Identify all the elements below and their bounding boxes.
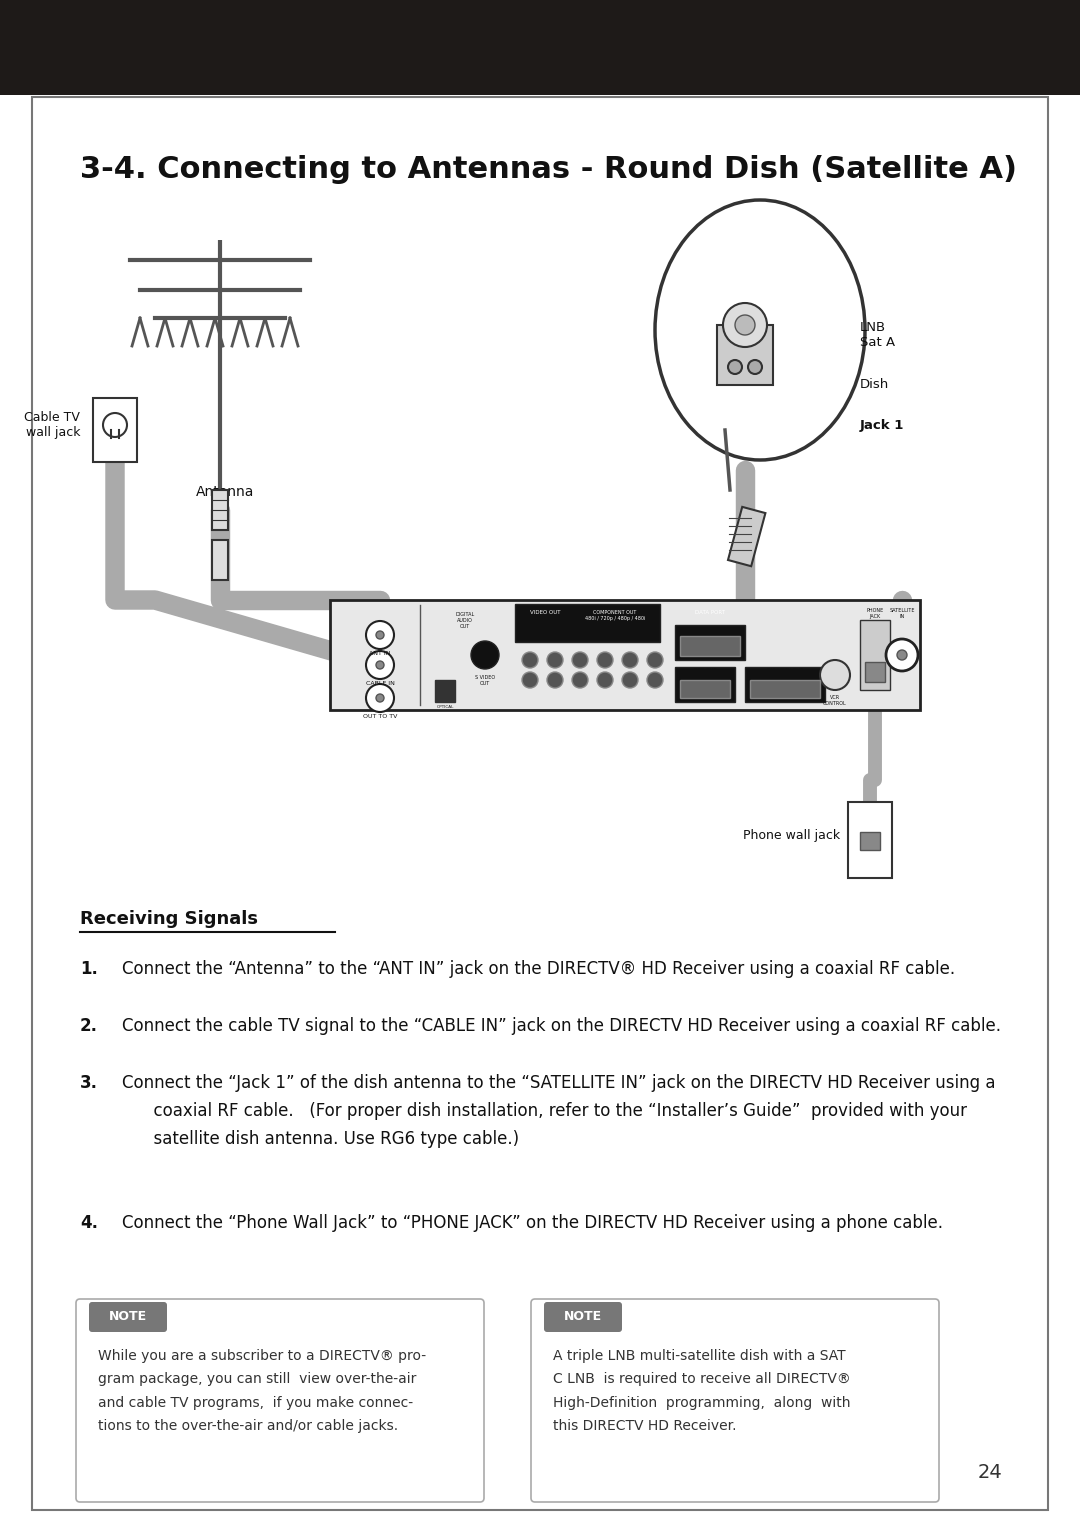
Text: S VIDEO
OUT: S VIDEO OUT [475,675,495,686]
Ellipse shape [654,200,865,460]
Text: Connect the cable TV signal to the “CABLE IN” jack on the DIRECTV HD Receiver us: Connect the cable TV signal to the “CABL… [122,1018,1001,1034]
Text: VIDEO OUT: VIDEO OUT [530,610,561,614]
Text: 4.: 4. [80,1215,98,1232]
Text: DVI-HDTV OUT: DVI-HDTV OUT [767,668,802,672]
Circle shape [723,303,767,347]
Circle shape [572,672,588,688]
Circle shape [572,652,588,668]
Circle shape [103,413,127,437]
Bar [212,490,228,530]
Text: 3-4. Connecting to Antennas - Round Dish (Satellite A): 3-4. Connecting to Antennas - Round Dish… [80,154,1017,183]
Bar [745,668,825,701]
Bar [330,601,920,711]
Text: LNB
Sat A: LNB Sat A [860,321,895,348]
Circle shape [546,672,563,688]
Text: PHONE
JACK: PHONE JACK [866,608,883,619]
FancyBboxPatch shape [89,1302,167,1332]
Text: DATA PORT: DATA PORT [696,610,725,614]
Bar [0,0,1080,95]
Circle shape [597,672,613,688]
Circle shape [748,361,762,374]
Bar [680,636,740,656]
Circle shape [376,631,384,639]
FancyBboxPatch shape [76,1299,484,1502]
Text: Connect the “Jack 1” of the dish antenna to the “SATELLITE IN” jack on the DIREC: Connect the “Jack 1” of the dish antenna… [122,1074,996,1148]
FancyBboxPatch shape [544,1302,622,1332]
Circle shape [622,672,638,688]
Text: ANT IN: ANT IN [369,651,391,656]
Circle shape [366,651,394,678]
Bar [680,680,730,698]
Text: OPTICAL: OPTICAL [436,704,454,709]
Text: CABLE IN: CABLE IN [365,681,394,686]
Circle shape [647,652,663,668]
Bar [728,507,766,567]
Circle shape [546,652,563,668]
Bar [750,680,820,698]
Text: COMPONENT OUT
480i / 720p / 480p / 480i: COMPONENT OUT 480i / 720p / 480p / 480i [584,610,645,620]
Text: VCR
CONTROL: VCR CONTROL [823,695,847,706]
Bar [717,325,773,385]
Circle shape [522,672,538,688]
Bar [675,668,735,701]
Bar [860,833,880,850]
Text: Antenna: Antenna [195,484,254,500]
Circle shape [735,315,755,335]
Text: A triple LNB multi-satellite dish with a SAT
C LNB  is required to receive all D: A triple LNB multi-satellite dish with a… [553,1349,851,1433]
Text: Connect the “Phone Wall Jack” to “PHONE JACK” on the DIRECTV HD Receiver using a: Connect the “Phone Wall Jack” to “PHONE … [122,1215,943,1232]
Text: 2.: 2. [80,1018,98,1034]
Text: NOTE: NOTE [109,1311,147,1323]
Text: 3.: 3. [80,1074,98,1093]
Circle shape [376,662,384,669]
Circle shape [522,652,538,668]
Bar [860,620,890,691]
Text: NOTE: NOTE [564,1311,602,1323]
Circle shape [366,620,394,649]
Text: 24: 24 [977,1464,1002,1482]
Text: SATELLITE
IN: SATELLITE IN [889,608,915,619]
Text: Phone wall jack: Phone wall jack [743,828,840,842]
Bar [93,397,137,461]
Circle shape [647,672,663,688]
Text: 1.: 1. [80,960,98,978]
Text: Connect the “Antenna” to the “ANT IN” jack on the DIRECTV® HD Receiver using a c: Connect the “Antenna” to the “ANT IN” ja… [122,960,955,978]
Text: Cable TV
wall jack: Cable TV wall jack [24,411,80,439]
Bar [865,662,885,681]
Bar [848,802,892,879]
Bar [675,625,745,660]
Circle shape [366,685,394,712]
Text: Jack 1: Jack 1 [860,419,904,431]
Bar [435,680,455,701]
Circle shape [622,652,638,668]
Text: While you are a subscriber to a DIRECTV® pro-
gram package, you can still  view : While you are a subscriber to a DIRECTV®… [98,1349,427,1433]
Text: RGB OUT: RGB OUT [693,668,716,672]
Circle shape [886,639,918,671]
Text: Receiving Signals: Receiving Signals [80,911,258,927]
Text: OUT TO TV: OUT TO TV [363,714,397,720]
Circle shape [376,694,384,701]
Text: DIGITAL
AUDIO
OUT: DIGITAL AUDIO OUT [456,613,474,628]
Bar [515,604,660,642]
Circle shape [897,649,907,660]
Circle shape [820,660,850,691]
FancyBboxPatch shape [531,1299,939,1502]
Bar [212,539,228,581]
Text: Dish: Dish [860,379,889,391]
Circle shape [728,361,742,374]
Circle shape [471,642,499,669]
Circle shape [597,652,613,668]
